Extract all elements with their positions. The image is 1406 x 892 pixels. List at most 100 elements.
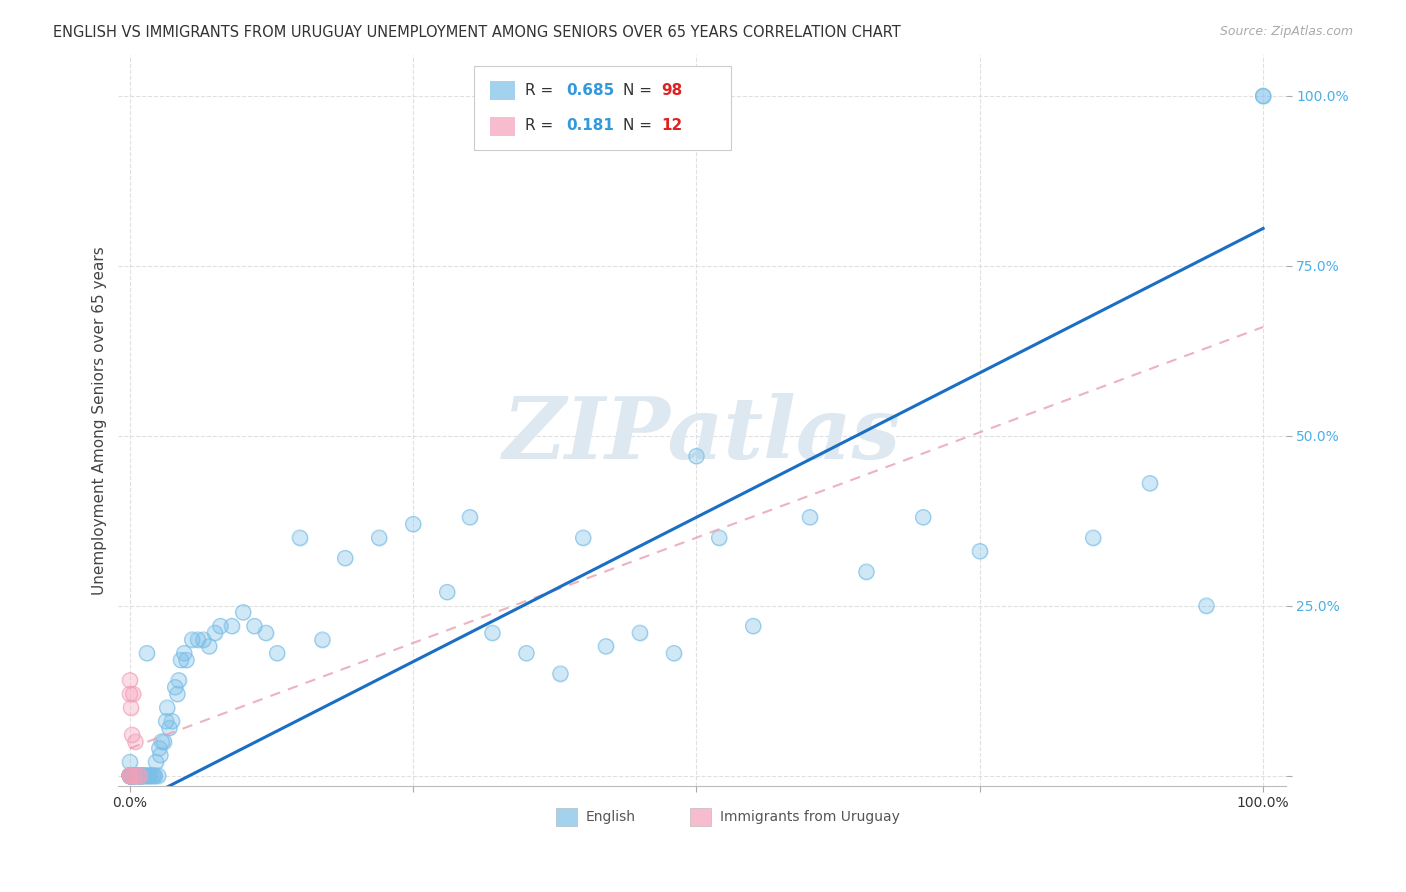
Point bbox=[142, 768, 165, 782]
Point bbox=[139, 768, 162, 782]
Point bbox=[436, 585, 458, 599]
Point bbox=[120, 768, 142, 782]
Point bbox=[170, 653, 193, 667]
Point bbox=[170, 653, 193, 667]
Point bbox=[129, 768, 152, 782]
Point bbox=[155, 714, 177, 728]
Point bbox=[124, 768, 146, 782]
Point bbox=[173, 646, 195, 660]
Point bbox=[129, 768, 152, 782]
Text: Immigrants from Uruguay: Immigrants from Uruguay bbox=[720, 810, 900, 824]
Point bbox=[146, 768, 169, 782]
Point bbox=[402, 517, 425, 532]
Point bbox=[232, 606, 254, 620]
Point bbox=[124, 768, 146, 782]
Point bbox=[122, 768, 145, 782]
Point bbox=[127, 768, 149, 782]
Point bbox=[129, 768, 152, 782]
Point bbox=[122, 768, 145, 782]
Point bbox=[135, 768, 157, 782]
Point bbox=[1081, 531, 1104, 545]
Point bbox=[254, 625, 277, 640]
Point bbox=[122, 687, 145, 701]
Point bbox=[125, 768, 148, 782]
Point bbox=[165, 680, 187, 694]
Point bbox=[127, 768, 149, 782]
Point bbox=[128, 768, 150, 782]
Point bbox=[311, 632, 333, 647]
Point bbox=[121, 728, 143, 742]
Point bbox=[254, 625, 277, 640]
Point bbox=[159, 721, 181, 735]
Point bbox=[118, 768, 141, 782]
Point bbox=[143, 768, 166, 782]
Text: English: English bbox=[585, 810, 636, 824]
Point bbox=[288, 531, 311, 545]
Point bbox=[198, 640, 221, 654]
Point bbox=[167, 673, 190, 688]
Point bbox=[209, 619, 232, 633]
Point bbox=[166, 687, 188, 701]
Point bbox=[141, 768, 163, 782]
Point bbox=[127, 768, 149, 782]
Point bbox=[120, 700, 142, 714]
Point bbox=[143, 768, 166, 782]
Point bbox=[118, 768, 141, 782]
Point bbox=[135, 646, 157, 660]
Point bbox=[266, 646, 288, 660]
Point bbox=[129, 768, 152, 782]
Point bbox=[127, 768, 149, 782]
Point bbox=[124, 768, 146, 782]
Point bbox=[118, 687, 141, 701]
Point bbox=[436, 585, 458, 599]
Point bbox=[1251, 89, 1274, 103]
Point bbox=[124, 768, 146, 782]
Point bbox=[118, 768, 141, 782]
Point bbox=[368, 531, 391, 545]
Point bbox=[118, 768, 141, 782]
Point bbox=[120, 768, 142, 782]
Point bbox=[118, 768, 141, 782]
Point bbox=[131, 768, 153, 782]
FancyBboxPatch shape bbox=[474, 66, 731, 150]
Point bbox=[118, 768, 141, 782]
Point bbox=[118, 768, 141, 782]
Text: R =: R = bbox=[524, 83, 558, 98]
Point bbox=[134, 768, 156, 782]
Bar bbox=[489, 81, 516, 101]
Point bbox=[152, 734, 174, 748]
Point bbox=[595, 640, 617, 654]
Point bbox=[662, 646, 685, 660]
Point bbox=[481, 625, 503, 640]
Point bbox=[129, 768, 152, 782]
Point bbox=[515, 646, 537, 660]
Point bbox=[118, 768, 141, 782]
Point bbox=[145, 755, 167, 769]
Point bbox=[152, 734, 174, 748]
Point bbox=[129, 768, 152, 782]
Bar bbox=[690, 807, 711, 826]
Point bbox=[156, 700, 179, 714]
Point bbox=[221, 619, 243, 633]
Point bbox=[121, 768, 143, 782]
Point bbox=[118, 768, 141, 782]
Point bbox=[118, 755, 141, 769]
Point bbox=[266, 646, 288, 660]
Point bbox=[124, 768, 146, 782]
Point bbox=[572, 531, 595, 545]
Point bbox=[132, 768, 155, 782]
Point bbox=[118, 768, 141, 782]
Point bbox=[458, 510, 481, 524]
Point bbox=[912, 510, 935, 524]
Point bbox=[121, 768, 143, 782]
Point bbox=[132, 768, 155, 782]
Point bbox=[121, 768, 143, 782]
Point bbox=[118, 768, 141, 782]
Point bbox=[368, 531, 391, 545]
Text: ZIPatlas: ZIPatlas bbox=[503, 393, 901, 477]
Point bbox=[149, 748, 172, 763]
Point bbox=[135, 646, 157, 660]
Point bbox=[118, 768, 141, 782]
Point bbox=[155, 714, 177, 728]
Point bbox=[118, 768, 141, 782]
